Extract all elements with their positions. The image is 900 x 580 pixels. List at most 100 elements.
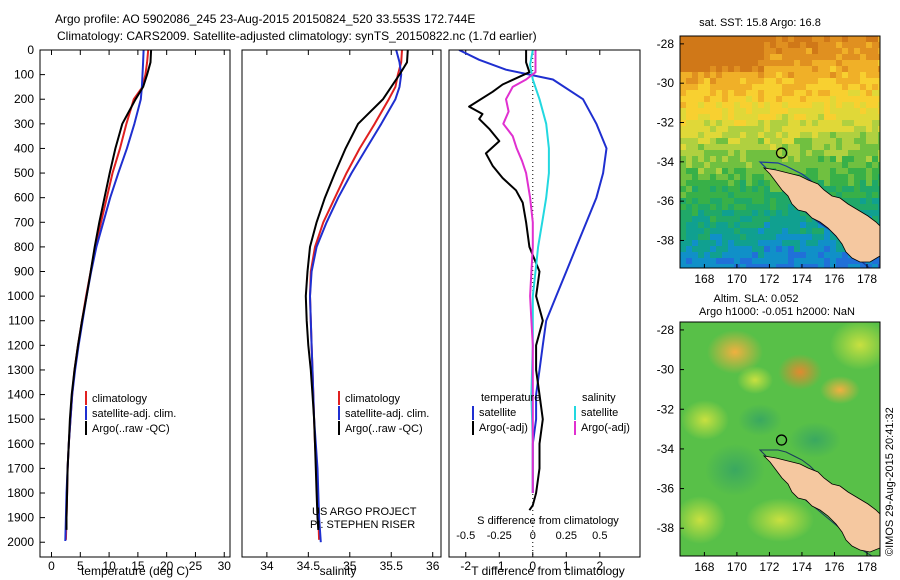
sst-cell bbox=[692, 132, 698, 138]
sst-cell bbox=[710, 252, 716, 258]
sst-cell bbox=[854, 72, 860, 78]
sst-cell bbox=[878, 144, 880, 150]
sst-cell bbox=[764, 162, 770, 168]
sst-cell bbox=[872, 198, 878, 204]
sst-cell bbox=[716, 60, 722, 66]
sst-cell bbox=[878, 96, 880, 102]
sst-cell bbox=[704, 156, 710, 162]
sst-cell bbox=[842, 54, 848, 60]
sst-cell bbox=[680, 168, 686, 174]
sst-cell bbox=[848, 66, 854, 72]
sst-cell bbox=[866, 180, 872, 186]
sst-cell bbox=[872, 108, 878, 114]
difference-frame bbox=[448, 49, 641, 558]
sst-cell bbox=[710, 198, 716, 204]
y-tick-label: 700 bbox=[14, 215, 34, 229]
map-x-tick-label: 174 bbox=[792, 560, 812, 574]
sst-cell bbox=[818, 174, 824, 180]
sst-cell bbox=[848, 162, 854, 168]
sst-cell bbox=[680, 204, 686, 210]
sst-cell bbox=[866, 156, 872, 162]
sst-cell bbox=[764, 114, 770, 120]
sst-cell bbox=[740, 36, 746, 42]
sst-cell bbox=[776, 54, 782, 60]
sst-cell bbox=[722, 174, 728, 180]
sst-cell bbox=[758, 90, 764, 96]
sst-cell bbox=[800, 246, 806, 252]
sst-cell bbox=[764, 240, 770, 246]
sst-cell bbox=[830, 132, 836, 138]
sst-cell bbox=[728, 108, 734, 114]
sst-cell bbox=[824, 168, 830, 174]
sst-cell bbox=[854, 54, 860, 60]
sst-cell bbox=[740, 84, 746, 90]
sst-cell bbox=[854, 132, 860, 138]
sst-cell bbox=[752, 102, 758, 108]
sst-cell bbox=[818, 162, 824, 168]
sst-cell bbox=[848, 108, 854, 114]
sst-cell bbox=[710, 186, 716, 192]
sst-cell bbox=[878, 36, 880, 42]
sst-cell bbox=[722, 168, 728, 174]
x-tick-label: 35 bbox=[343, 559, 357, 573]
sst-cell bbox=[722, 96, 728, 102]
sst-cell bbox=[680, 240, 686, 246]
sst-cell bbox=[842, 48, 848, 54]
sst-cell bbox=[800, 150, 806, 156]
argo-position-marker bbox=[775, 434, 788, 446]
sst-cell bbox=[764, 258, 770, 264]
sst-cell bbox=[860, 174, 866, 180]
sst-cell bbox=[830, 84, 836, 90]
sst-cell bbox=[734, 240, 740, 246]
sst-cell bbox=[698, 150, 704, 156]
sst-cell bbox=[764, 180, 770, 186]
sst-cell bbox=[776, 102, 782, 108]
sst-cell bbox=[692, 96, 698, 102]
sst-map-title: sat. SST: 15.8 Argo: 16.8 bbox=[699, 17, 821, 29]
sst-cell bbox=[794, 36, 800, 42]
sst-cell bbox=[788, 60, 794, 66]
sst-cell bbox=[764, 186, 770, 192]
sst-cell bbox=[692, 216, 698, 222]
sst-cell bbox=[764, 174, 770, 180]
legend-s-argo: Argo(-adj) bbox=[581, 422, 630, 434]
sst-cell bbox=[806, 42, 812, 48]
sst-cell bbox=[716, 252, 722, 258]
sst-cell bbox=[824, 108, 830, 114]
sst-cell bbox=[872, 132, 878, 138]
sst-cell bbox=[806, 156, 812, 162]
sst-cell bbox=[704, 54, 710, 60]
sst-cell bbox=[860, 66, 866, 72]
sst-cell bbox=[818, 180, 824, 186]
sst-cell bbox=[878, 168, 880, 174]
sst-cell bbox=[734, 216, 740, 222]
sst-cell bbox=[716, 180, 722, 186]
sst-cell bbox=[776, 42, 782, 48]
sst-cell bbox=[698, 252, 704, 258]
sst-cell bbox=[710, 36, 716, 42]
sst-cell bbox=[734, 222, 740, 228]
sst-cell bbox=[872, 36, 878, 42]
sst-cell bbox=[842, 162, 848, 168]
sst-cell bbox=[818, 108, 824, 114]
sst-cell bbox=[872, 264, 878, 268]
sst-cell bbox=[758, 48, 764, 54]
sst-cell bbox=[686, 258, 692, 264]
sst-cell bbox=[854, 144, 860, 150]
sst-cell bbox=[758, 216, 764, 222]
sst-cell bbox=[680, 258, 686, 264]
sst-cell bbox=[782, 240, 788, 246]
sst-cell bbox=[704, 234, 710, 240]
sst-cell bbox=[824, 138, 830, 144]
sst-cell bbox=[716, 174, 722, 180]
sst-cell bbox=[716, 156, 722, 162]
sst-cell bbox=[836, 72, 842, 78]
sst-cell bbox=[764, 264, 770, 268]
sst-cell bbox=[746, 252, 752, 258]
sst-cell bbox=[722, 36, 728, 42]
sst-cell bbox=[824, 258, 830, 264]
sst-cell bbox=[872, 114, 878, 120]
sst-cell bbox=[698, 114, 704, 120]
sst-cell bbox=[704, 138, 710, 144]
sst-cell bbox=[698, 216, 704, 222]
